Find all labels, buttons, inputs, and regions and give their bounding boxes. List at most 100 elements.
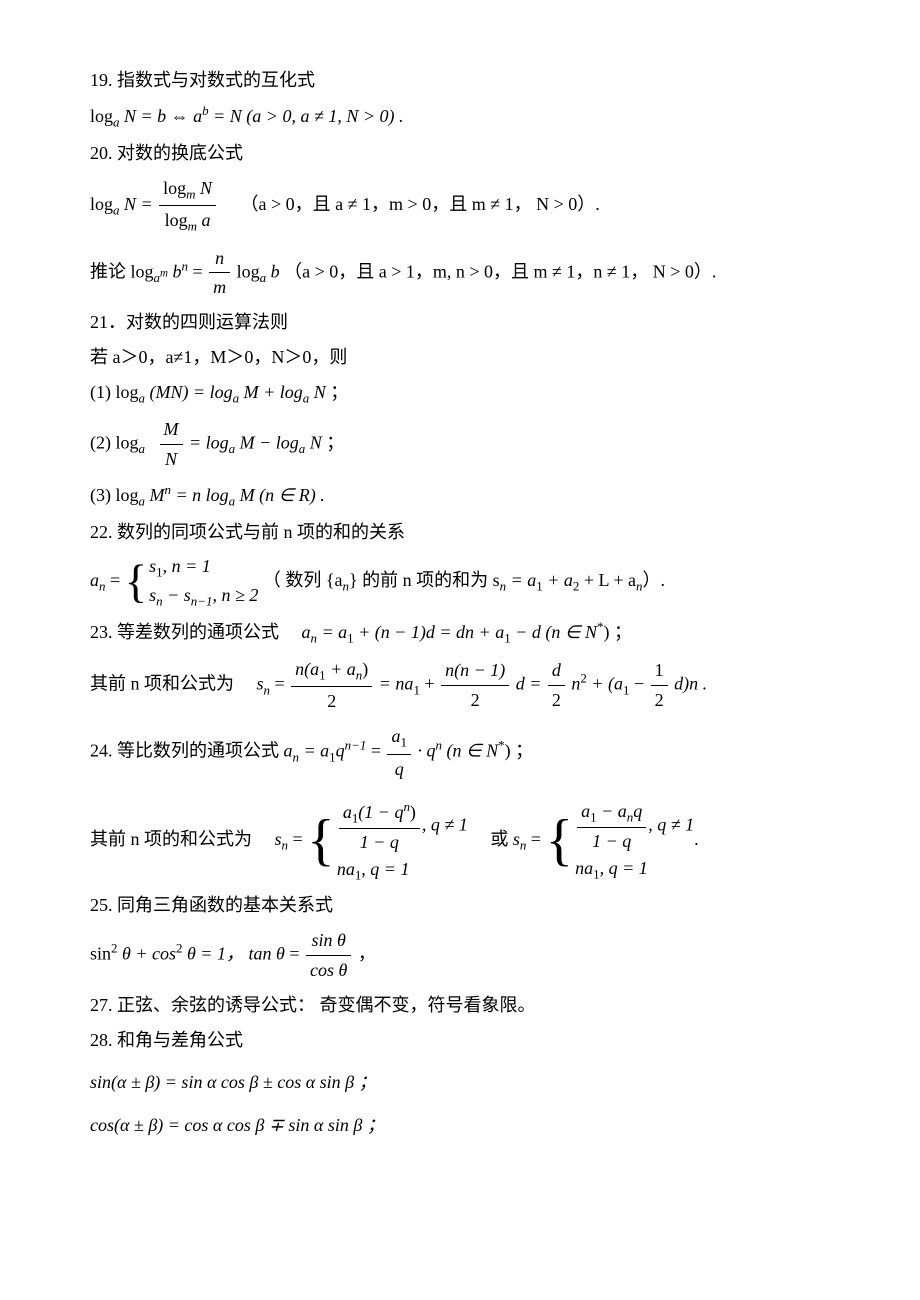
fraction: n m [209,244,230,303]
cond: , n ≥ 2 [212,585,258,605]
den: 1 − q [577,827,646,855]
fraction: n(a1 + an) 2 [291,655,372,716]
item-28-heading: 28. 和角与差角公式 [90,1026,840,1055]
num: n [209,244,230,273]
eq: = [526,829,545,849]
na: na [575,858,593,878]
period: . [694,829,699,849]
sup-m: m [160,267,168,279]
fraction: 1 2 [651,656,668,715]
item-25-heading: 25. 同角三角函数的基本关系式 [90,891,840,920]
fraction: sin θ cos θ [306,926,351,985]
den: m [209,272,230,302]
body: (MN) = log [145,382,233,402]
tail: − d (n ∈ N [511,622,597,642]
N: N [309,382,326,402]
cond: , q = 1 [600,858,648,878]
a: a [284,741,293,761]
s: s [257,674,264,694]
d: d = [511,674,546,694]
num: n(a [295,659,319,679]
num: n(n − 1) [441,656,509,685]
eq: θ = 1， tan θ [182,944,284,964]
cond: (n ∈ N [442,741,498,761]
cases: { a1(1 − qn) 1 − q , q ≠ 1 na1, q = 1 [307,797,468,885]
s: s [275,829,282,849]
cond: , n = 1 [163,556,211,576]
N-eq: N = [120,194,158,214]
den-sub: m [188,219,197,234]
den: 2 [548,685,565,715]
cases: { s1, n = 1 sn − sn−1, n ≥ 2 [125,553,259,611]
brace-icon: { [545,815,573,867]
sub: am [154,270,168,285]
item-21-rule1: (1) loga (MN) = loga M + loga N ； [90,378,840,409]
sub: a [139,441,145,456]
item-21-rule3: (3) loga Mn = n loga M (n ∈ R) . [90,480,840,512]
num: M [160,415,183,444]
tail: M (n ∈ R) . [235,485,325,505]
sum-label: 其前 n 项的和公式为 [90,829,252,849]
fraction: a1 q [387,722,410,783]
end: ) ； [604,622,633,642]
cond: , q = 1 [361,859,409,879]
item-23-sum: 其前 n 项和公式为 sn = n(a1 + an) 2 = na1 + n(n… [90,655,840,716]
num-N: N [196,178,213,198]
a: a [302,622,311,642]
sup: n−1 [345,738,367,753]
note-mid: } 的前 n 项的和为 s [349,570,500,590]
eq: = n log [171,485,229,505]
num-log: log [163,178,186,198]
eq: = [188,261,207,281]
num: sin θ [306,926,351,955]
item-20-corollary: 推论 logam bn = n m loga b （a > 0，且 a > 1，… [90,244,840,303]
brace-icon: { [307,815,335,867]
N: N [305,432,322,452]
log: log [90,194,113,214]
item-23-line1: 23. 等差数列的通项公式 an = a1 + (n − 1)d = dn + … [90,617,840,649]
plus: + a [326,659,356,679]
sub: 1 [400,735,406,750]
eq: = a [506,570,536,590]
fraction: logm N logm a [159,174,216,238]
th: θ + cos [118,944,176,964]
tail: d)n . [670,674,708,694]
log: log [116,432,139,452]
item-24-sum: 其前 n 项的和公式为 sn = { a1(1 − qn) 1 − q , q … [90,797,840,885]
den: q [387,754,410,784]
s: s [513,829,520,849]
cond: , q ≠ 1 [422,815,468,835]
minus: − s [163,585,191,605]
a: a [343,802,352,822]
eq: = [366,741,385,761]
den-log: log [165,210,188,230]
M: M − log [235,432,299,452]
mid: = na [374,674,413,694]
b: b [168,261,182,281]
eq: = [288,829,307,849]
log: log [131,261,154,281]
a: a [90,570,99,590]
q: q [336,741,345,761]
note-open: （ 数列 {a [263,570,343,590]
item-21-premise: 若 a＞0，a≠1，M＞0，N＞0，则 [90,343,840,372]
dot: · q [413,741,436,761]
item-21-rule2: (2) loga M N = loga M − loga N ； [90,415,840,474]
b: b [266,261,280,281]
condition: （a > 0，且 a > 1，m, n > 0，且 m ≠ 1，n ≠ 1， N… [284,261,716,281]
semi: ； [322,432,345,452]
item-22-formula: an = { s1, n = 1 sn − sn−1, n ≥ 2 （ 数列 {… [90,553,840,611]
eq: = [105,570,124,590]
fraction: d 2 [548,656,565,715]
eq: = log [185,432,229,452]
sub: n−1 [191,593,213,608]
M: M + log [239,382,303,402]
sum-label: 其前 n 项和公式为 [90,674,234,694]
den: 1 − q [339,828,420,856]
end: ) ； [505,741,534,761]
heading: 24. 等比数列的通项公式 [90,741,284,761]
a: a [581,801,590,821]
item-20-heading: 20. 对数的换底公式 [90,139,840,168]
label: (3) [90,485,116,505]
item-28-f1: sin(α ± β) = sin α cos β ± cos α sin β ； [90,1068,840,1097]
